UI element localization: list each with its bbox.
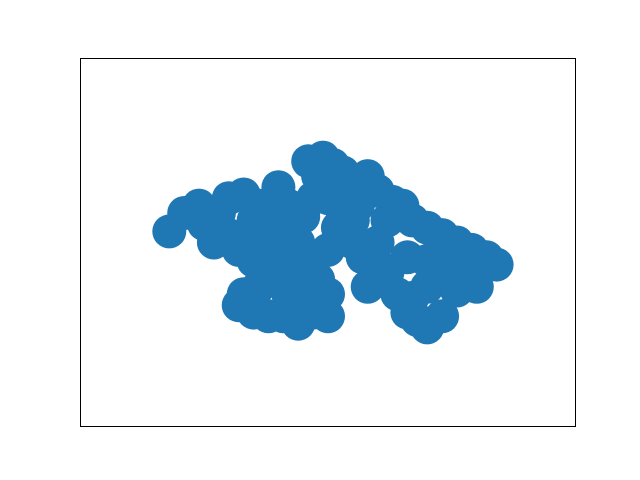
scatter-point-blue-76 bbox=[271, 277, 306, 312]
scatter-point-blue-81 bbox=[236, 203, 271, 238]
scatter-point-blue-56 bbox=[479, 247, 514, 282]
scatter-point-blue-77 bbox=[350, 269, 385, 304]
axes-frame bbox=[80, 58, 576, 427]
plot-area bbox=[152, 140, 514, 345]
scatter-point-blue-79 bbox=[430, 236, 464, 271]
scatter-point-blue-71 bbox=[261, 170, 296, 205]
scatter-point-blue-73 bbox=[281, 225, 316, 260]
scatter-point-blue-72 bbox=[311, 181, 345, 216]
scatter-point-blue-27 bbox=[311, 277, 345, 312]
scatter-point-blue-80 bbox=[335, 203, 370, 238]
series-blue-markers bbox=[152, 140, 514, 345]
scatter-point-blue-75 bbox=[187, 207, 221, 241]
scatter-point-blue-65 bbox=[425, 299, 460, 334]
scatter-point-blue-67 bbox=[459, 269, 494, 304]
